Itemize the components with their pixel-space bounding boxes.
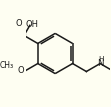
Text: CH₃: CH₃ <box>0 61 14 70</box>
Text: O: O <box>18 66 24 75</box>
Text: OH: OH <box>26 20 39 29</box>
Text: H: H <box>98 56 103 62</box>
Text: N: N <box>97 59 104 68</box>
Text: O: O <box>15 19 22 28</box>
